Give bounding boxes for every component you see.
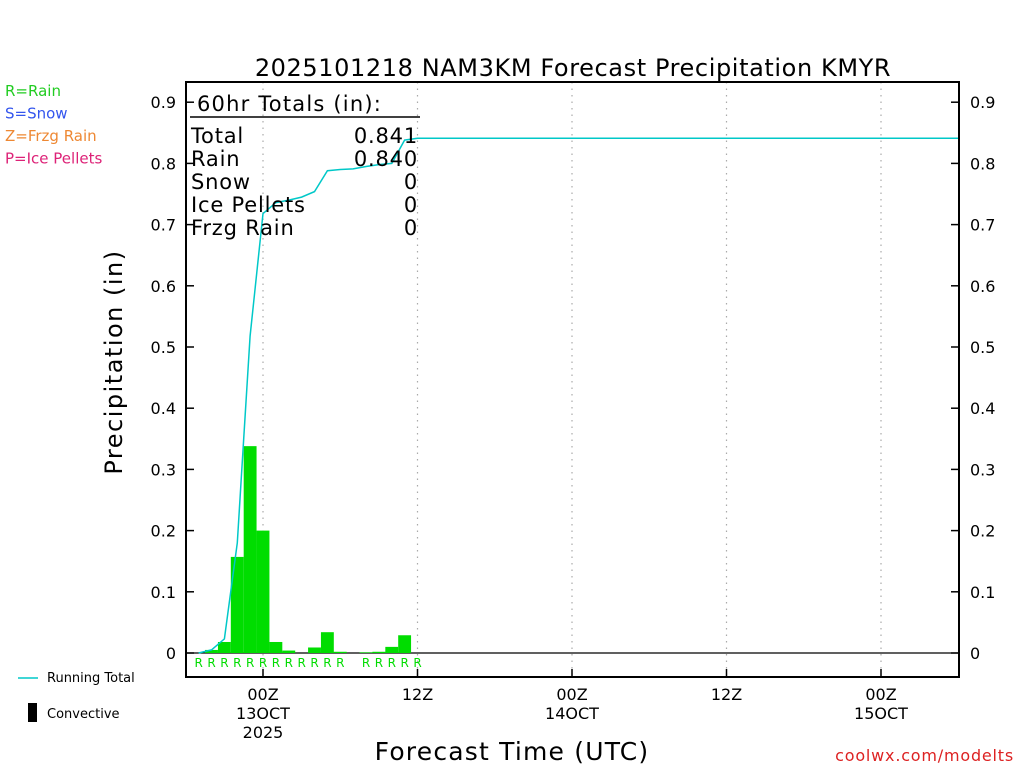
ptype-label: R	[233, 656, 241, 670]
ptype-label: R	[194, 656, 202, 670]
totals-row-label: Ice Pellets	[191, 193, 306, 217]
y-tick-label-left: 0.6	[151, 277, 176, 296]
ptype-label: R	[400, 656, 408, 670]
y-tick-label-right: 0.7	[970, 216, 995, 235]
y-tick-label-left: 0.4	[151, 399, 176, 418]
ptype-label: R	[362, 656, 370, 670]
y-tick-label-left: 0.9	[151, 93, 176, 112]
x-axis-label: Forecast Time (UTC)	[375, 737, 650, 766]
y-tick-label-right: 0.1	[970, 583, 995, 602]
x-tick-label: 00Z	[556, 685, 587, 704]
precip-bar	[320, 632, 334, 653]
y-tick-label-right: 0.9	[970, 93, 995, 112]
ptype-label: R	[336, 656, 344, 670]
x-tick-label: 2025	[243, 723, 284, 742]
y-tick-label-right: 0.4	[970, 399, 995, 418]
y-tick-label-right: 0.6	[970, 277, 995, 296]
ptype-label: R	[272, 656, 280, 670]
ptype-label: R	[388, 656, 396, 670]
ptype-key-item: S=Snow	[5, 105, 68, 123]
totals-row-value: 0	[404, 216, 418, 240]
precip-bar	[256, 530, 270, 653]
y-tick-label-left: 0	[166, 644, 176, 663]
ptype-key-item: P=Ice Pellets	[5, 150, 102, 168]
y-axis-label: Precipitation (in)	[100, 249, 128, 474]
ptype-label: R	[246, 656, 254, 670]
totals-row-label: Frzg Rain	[191, 216, 295, 240]
credit-text: coolwx.com/modelts	[835, 746, 1014, 765]
y-tick-label-left: 0.1	[151, 583, 176, 602]
ptype-label: R	[220, 656, 228, 670]
y-tick-label-left: 0.8	[151, 154, 176, 173]
ptype-label: R	[310, 656, 318, 670]
ptype-label: R	[413, 656, 421, 670]
precip-bar	[308, 647, 321, 653]
plot-frame	[185, 81, 960, 678]
precip-bar	[359, 652, 373, 653]
totals-row-value: 0	[404, 193, 418, 217]
y-tick-label-right: 0	[970, 644, 980, 663]
y-tick-label-right: 0.5	[970, 338, 995, 357]
x-tick-label: 00Z	[865, 685, 896, 704]
totals-row-label: Snow	[191, 170, 251, 194]
chart-title: 2025101218 NAM3KM Forecast Precipitation…	[255, 54, 891, 82]
y-tick-label-left: 0.3	[151, 460, 176, 479]
ptype-label: R	[323, 656, 331, 670]
ptype-key-item: R=Rain	[5, 82, 61, 100]
totals-row-value: 0.841	[354, 124, 418, 148]
x-tick-label: 13OCT	[236, 704, 290, 723]
totals-row-label: Total	[190, 124, 244, 148]
totals-heading: 60hr Totals (in):	[197, 92, 382, 116]
x-tick-label: 14OCT	[545, 704, 599, 723]
precip-bar	[243, 446, 257, 653]
y-tick-label-left: 0.7	[151, 216, 176, 235]
x-tick-label: 15OCT	[854, 704, 908, 723]
precip-bar	[269, 641, 283, 653]
ptype-label: R	[375, 656, 383, 670]
ptype-label: R	[259, 656, 267, 670]
x-tick-label: 12Z	[402, 685, 433, 704]
legend-convective: Convective	[47, 707, 120, 722]
precip-bar	[333, 651, 347, 653]
precip-bar	[372, 651, 386, 653]
ptype-label: R	[297, 656, 305, 670]
precip-bar	[205, 649, 218, 653]
ptype-label: R	[207, 656, 215, 670]
y-tick-label-left: 0.2	[151, 522, 176, 541]
y-tick-label-right: 0.3	[970, 460, 995, 479]
totals-row-value: 0.840	[354, 147, 418, 171]
legend-running-total: Running Total	[47, 671, 135, 686]
x-tick-label: 00Z	[247, 685, 278, 704]
precip-bar	[282, 650, 296, 653]
y-tick-label-left: 0.5	[151, 338, 176, 357]
y-tick-label-right: 0.8	[970, 154, 995, 173]
ptype-key-item: Z=Frzg Rain	[5, 127, 97, 145]
precip-bar	[398, 635, 412, 653]
totals-row-label: Rain	[191, 147, 240, 171]
x-tick-label: 12Z	[711, 685, 742, 704]
ptype-label: R	[285, 656, 293, 670]
totals-row-value: 0	[404, 170, 418, 194]
legend-bar-swatch	[28, 703, 37, 722]
precip-bar	[230, 556, 244, 653]
y-tick-label-right: 0.2	[970, 522, 995, 541]
precip-bar	[385, 646, 399, 653]
running-total-line	[198, 137, 959, 654]
precip-bar	[217, 641, 231, 653]
